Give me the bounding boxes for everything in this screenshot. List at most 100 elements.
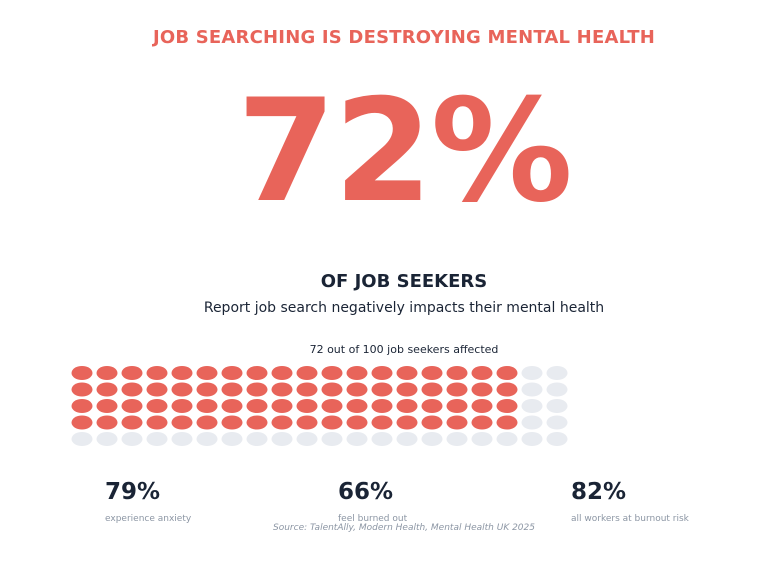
- waffle-dot-filled: [496, 382, 518, 397]
- waffle-dot-empty: [546, 415, 568, 430]
- waffle-dot-filled: [296, 415, 318, 430]
- big-stat: 72%: [237, 69, 573, 234]
- waffle-dot-filled: [71, 382, 93, 397]
- waffle-dot-filled: [446, 399, 468, 413]
- waffle-dot-empty: [296, 432, 318, 446]
- waffle-dot-empty: [521, 399, 543, 413]
- stat-label: all workers at burnout risk: [571, 514, 689, 524]
- stat-value: 79%: [105, 479, 161, 505]
- waffle-dot-filled: [296, 399, 318, 413]
- waffle-dot-empty: [446, 432, 468, 446]
- waffle-dot-filled: [421, 382, 443, 397]
- waffle-dot-empty: [271, 432, 293, 446]
- waffle-dot-filled: [221, 382, 243, 397]
- waffle-dot-filled: [96, 366, 118, 380]
- description: Report job search negatively impacts the…: [203, 300, 605, 316]
- waffle-dot-filled: [171, 415, 193, 430]
- waffle-dot-filled: [371, 399, 393, 413]
- waffle-dot-empty: [171, 432, 193, 446]
- waffle-dot-filled: [471, 382, 493, 397]
- waffle-dot-filled: [271, 382, 293, 397]
- waffle-dot-filled: [121, 399, 143, 413]
- waffle-dot-filled: [396, 415, 418, 430]
- waffle-dot-empty: [546, 432, 568, 446]
- stat-burnout-risk: 82% all workers at burnout risk: [571, 478, 689, 524]
- waffle-dot-empty: [71, 432, 93, 446]
- stat-value: 82%: [571, 479, 627, 505]
- waffle-dot-filled: [146, 382, 168, 397]
- waffle-dot-empty: [146, 432, 168, 446]
- waffle-dot-filled: [321, 382, 343, 397]
- waffle-dot-filled: [446, 382, 468, 397]
- waffle-dot-filled: [271, 415, 293, 430]
- waffle-dot-filled: [471, 415, 493, 430]
- waffle-dot-filled: [296, 382, 318, 397]
- waffle-dot-filled: [396, 366, 418, 380]
- source-note: Source: TalentAlly, Modern Health, Menta…: [273, 523, 535, 533]
- waffle-dot-empty: [421, 432, 443, 446]
- waffle-dot-empty: [221, 432, 243, 446]
- waffle-dot-filled: [196, 415, 218, 430]
- waffle-dot-filled: [246, 399, 268, 413]
- waffle-dot-filled: [371, 382, 393, 397]
- waffle-dot-filled: [96, 399, 118, 413]
- waffle-dot-filled: [321, 366, 343, 380]
- waffle-dot-empty: [321, 432, 343, 446]
- waffle-dot-filled: [96, 382, 118, 397]
- waffle-dot-filled: [171, 382, 193, 397]
- stat-anxiety: 79% experience anxiety: [105, 478, 191, 524]
- waffle-dot-empty: [521, 415, 543, 430]
- waffle-dot-empty: [521, 382, 543, 397]
- headline: JOB SEARCHING IS DESTROYING MENTAL HEALT…: [152, 27, 656, 48]
- waffle-dot-filled: [246, 382, 268, 397]
- waffle-caption: 72 out of 100 job seekers affected: [309, 343, 499, 356]
- waffle-dot-filled: [371, 415, 393, 430]
- waffle-dot-filled: [246, 366, 268, 380]
- waffle-dot-filled: [346, 399, 368, 413]
- waffle-dot-filled: [296, 366, 318, 380]
- waffle-dot-filled: [446, 415, 468, 430]
- waffle-dot-filled: [196, 366, 218, 380]
- waffle-dot-filled: [196, 382, 218, 397]
- waffle-dot-filled: [321, 399, 343, 413]
- waffle-dot-empty: [371, 432, 393, 446]
- waffle-dot-filled: [171, 366, 193, 380]
- waffle-dot-filled: [221, 366, 243, 380]
- waffle-dot-filled: [371, 366, 393, 380]
- waffle-dot-empty: [546, 382, 568, 397]
- waffle-dot-empty: [196, 432, 218, 446]
- stat-label: feel burned out: [338, 514, 408, 524]
- waffle-dot-filled: [171, 399, 193, 413]
- waffle-dot-empty: [546, 366, 568, 380]
- waffle-dot-empty: [521, 366, 543, 380]
- waffle-dot-empty: [246, 432, 268, 446]
- waffle-dot-filled: [196, 399, 218, 413]
- waffle-dot-empty: [496, 432, 518, 446]
- waffle-dot-filled: [346, 382, 368, 397]
- waffle-dot-filled: [496, 399, 518, 413]
- waffle-dot-filled: [421, 415, 443, 430]
- waffle-dot-filled: [421, 366, 443, 380]
- waffle-dot-filled: [496, 366, 518, 380]
- waffle-dot-filled: [471, 399, 493, 413]
- waffle-dot-filled: [121, 415, 143, 430]
- stat-value: 66%: [338, 479, 394, 505]
- waffle-dot-filled: [271, 399, 293, 413]
- waffle-dot-empty: [396, 432, 418, 446]
- waffle-dot-filled: [421, 399, 443, 413]
- waffle-dot-filled: [71, 415, 93, 430]
- subhead: OF JOB SEEKERS: [320, 271, 488, 292]
- waffle-dot-filled: [496, 415, 518, 430]
- stat-burnout: 66% feel burned out: [338, 478, 407, 524]
- waffle-dot-filled: [221, 399, 243, 413]
- stat-label: experience anxiety: [105, 514, 192, 524]
- waffle-dot-filled: [146, 415, 168, 430]
- waffle-dot-filled: [121, 366, 143, 380]
- waffle-dot-empty: [546, 399, 568, 413]
- waffle-dot-filled: [96, 415, 118, 430]
- waffle-dot-empty: [346, 432, 368, 446]
- waffle-dot-filled: [71, 366, 93, 380]
- waffle-dot-filled: [221, 415, 243, 430]
- waffle-dot-empty: [521, 432, 543, 446]
- waffle-dot-filled: [246, 415, 268, 430]
